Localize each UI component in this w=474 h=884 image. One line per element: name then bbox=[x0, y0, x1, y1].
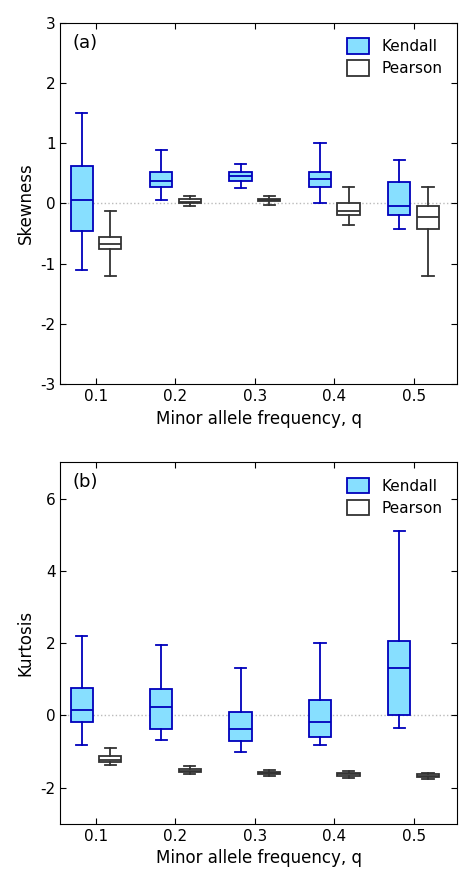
PathPatch shape bbox=[417, 774, 439, 777]
Legend: Kendall, Pearson: Kendall, Pearson bbox=[340, 470, 450, 523]
PathPatch shape bbox=[337, 774, 360, 776]
PathPatch shape bbox=[71, 166, 93, 231]
PathPatch shape bbox=[388, 182, 410, 216]
PathPatch shape bbox=[99, 756, 121, 762]
PathPatch shape bbox=[337, 203, 360, 216]
Legend: Kendall, Pearson: Kendall, Pearson bbox=[340, 30, 450, 84]
PathPatch shape bbox=[71, 689, 93, 722]
PathPatch shape bbox=[309, 172, 331, 187]
Y-axis label: Skewness: Skewness bbox=[17, 163, 35, 244]
X-axis label: Minor allele frequency, q: Minor allele frequency, q bbox=[156, 409, 362, 428]
PathPatch shape bbox=[229, 172, 252, 180]
PathPatch shape bbox=[417, 207, 439, 229]
PathPatch shape bbox=[388, 641, 410, 715]
PathPatch shape bbox=[309, 700, 331, 737]
PathPatch shape bbox=[179, 199, 201, 203]
Text: (b): (b) bbox=[72, 473, 98, 492]
Text: (a): (a) bbox=[72, 34, 97, 51]
PathPatch shape bbox=[179, 769, 201, 773]
PathPatch shape bbox=[258, 199, 280, 201]
PathPatch shape bbox=[99, 237, 121, 248]
X-axis label: Minor allele frequency, q: Minor allele frequency, q bbox=[156, 850, 362, 867]
PathPatch shape bbox=[229, 712, 252, 742]
PathPatch shape bbox=[258, 773, 280, 774]
Y-axis label: Kurtosis: Kurtosis bbox=[17, 610, 35, 676]
PathPatch shape bbox=[150, 690, 172, 729]
PathPatch shape bbox=[150, 172, 172, 187]
